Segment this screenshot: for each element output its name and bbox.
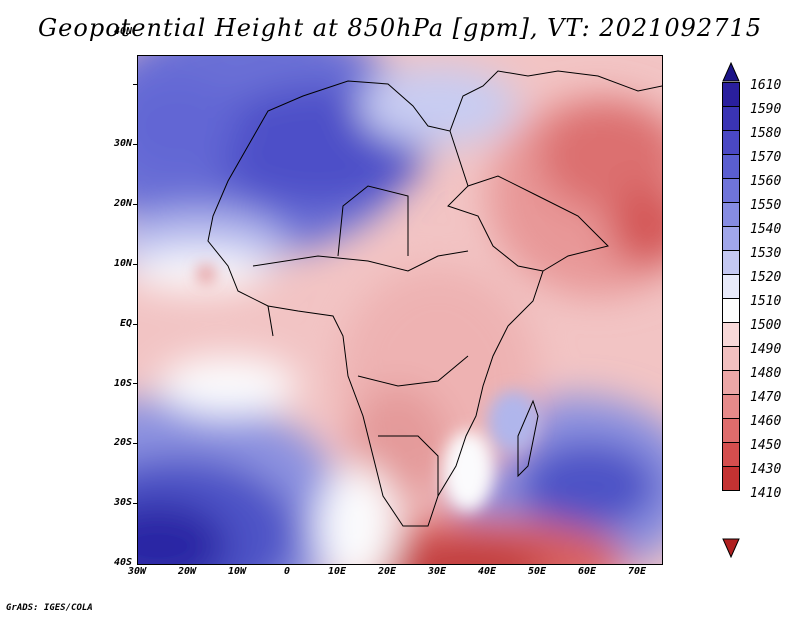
lon-label-60e: 60E [577, 566, 597, 577]
legend-swatch [722, 418, 740, 443]
coastlines [207, 70, 662, 527]
legend-swatch [722, 298, 740, 323]
legend-swatch [722, 82, 740, 107]
legend-label: 1590 [750, 102, 782, 117]
legend-swatch [722, 106, 740, 131]
legend-label: 1580 [750, 126, 782, 141]
lat-tick [133, 503, 137, 504]
legend-label: 1530 [750, 246, 782, 261]
legend-bottom-triangle [722, 538, 740, 558]
legend-swatch [722, 202, 740, 227]
legend-label: 1410 [750, 486, 782, 501]
lon-label-20w: 20W [177, 566, 197, 577]
lon-label-10e: 10E [327, 566, 347, 577]
legend-label: 1490 [750, 342, 782, 357]
lat-label-40n: 40N [113, 26, 132, 37]
lat-tick [133, 324, 137, 325]
legend-top-triangle [722, 62, 740, 82]
lat-label-10s: 10S [113, 378, 132, 389]
lon-label-70e: 70E [627, 566, 647, 577]
legend-label: 1540 [750, 222, 782, 237]
legend-label: 1550 [750, 198, 782, 213]
lat-label-10n: 10N [113, 258, 132, 269]
lat-tick [133, 383, 137, 384]
lon-label-50e: 50E [527, 566, 547, 577]
legend-label: 1450 [750, 438, 782, 453]
legend-label: 1510 [750, 294, 782, 309]
legend-label: 1480 [750, 366, 782, 381]
chart-title: Geopotential Height at 850hPa [gpm], VT:… [38, 14, 762, 42]
lat-label-eq: EQ [119, 318, 132, 329]
lon-label-30w: 30W [127, 566, 147, 577]
lat-label-20n: 20N [113, 198, 132, 209]
lon-label-0: 0 [283, 566, 291, 577]
legend-swatch [722, 250, 740, 275]
legend-swatch [722, 130, 740, 155]
height-field [138, 56, 662, 564]
lat-tick [133, 204, 137, 205]
lon-label-40e: 40E [477, 566, 497, 577]
legend-swatch [722, 346, 740, 371]
legend-label: 1570 [750, 150, 782, 165]
legend-swatch [722, 274, 740, 299]
legend-swatch [722, 154, 740, 179]
lon-label-30e: 30E [427, 566, 447, 577]
legend-label: 1560 [750, 174, 782, 189]
legend-swatch [722, 178, 740, 203]
lat-tick [133, 264, 137, 265]
legend-label: 1520 [750, 270, 782, 285]
legend-swatch [722, 466, 740, 491]
field-details [198, 266, 538, 511]
legend-swatch [722, 322, 740, 347]
legend-swatch [722, 442, 740, 467]
legend-label: 1430 [750, 462, 782, 477]
legend-swatch [722, 394, 740, 419]
legend-label-max: 1610 [750, 78, 782, 93]
legend-label: 1500 [750, 318, 782, 333]
map-panel[interactable] [137, 55, 663, 565]
map-svg [138, 56, 662, 564]
lat-tick [133, 443, 137, 444]
credit-text: GrADS: IGES/COLA [6, 603, 93, 613]
lat-label-40s: 40S [113, 557, 132, 568]
lat-label-30n: 30N [113, 138, 132, 149]
lat-label-30s: 30S [113, 497, 132, 508]
lon-label-10w: 10W [227, 566, 247, 577]
legend-label: 1460 [750, 414, 782, 429]
lat-tick [133, 84, 137, 85]
lon-label-20e: 20E [377, 566, 397, 577]
lat-tick [133, 144, 137, 145]
legend-label: 1470 [750, 390, 782, 405]
lat-label-20s: 20S [113, 437, 132, 448]
legend-swatch [722, 370, 740, 395]
legend-swatch [722, 226, 740, 251]
